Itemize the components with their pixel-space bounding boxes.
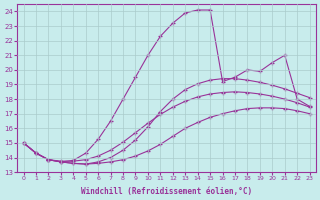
X-axis label: Windchill (Refroidissement éolien,°C): Windchill (Refroidissement éolien,°C)	[81, 187, 252, 196]
